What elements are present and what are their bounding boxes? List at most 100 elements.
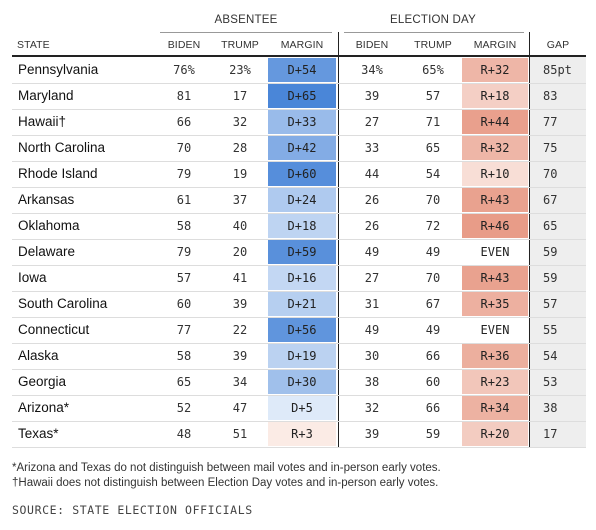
ed-trump-value: 72 — [425, 219, 441, 233]
abs-biden-value: 58 — [176, 219, 192, 233]
column-header-ed-margin: MARGIN — [473, 39, 517, 51]
gap-value: 67 — [543, 193, 558, 207]
abs-trump-value: 41 — [232, 271, 248, 285]
abs-biden-value: 66 — [176, 115, 192, 129]
abs-margin-value: R+3 — [291, 427, 313, 441]
table-row: Georgia 65 34 D+30 38 60 R+23 53 — [0, 369, 574, 395]
ed-margin-bar — [462, 110, 528, 134]
ed-biden-value: 26 — [364, 219, 380, 233]
ed-margin-value: R+44 — [480, 115, 510, 129]
table-row: Rhode Island 79 19 D+60 44 54 R+10 70 — [0, 161, 574, 187]
ed-margin-bar — [462, 292, 528, 316]
state-name: Oklahoma — [18, 218, 80, 233]
state-name: Arkansas — [18, 192, 75, 207]
abs-biden-value: 61 — [176, 193, 192, 207]
state-name: Hawaii† — [18, 114, 67, 129]
ed-trump-value: 67 — [425, 297, 441, 311]
gap-value: 70 — [543, 167, 558, 181]
gap-value: 38 — [543, 401, 558, 415]
abs-margin-bar — [268, 396, 336, 420]
ed-margin-value: EVEN — [480, 323, 510, 337]
abs-margin-bar — [268, 318, 336, 342]
column-header-abs-biden: BIDEN — [167, 39, 201, 51]
ed-margin-value: R+34 — [480, 401, 510, 415]
ed-margin-bar — [462, 214, 528, 238]
gap-value: 85pt — [543, 63, 572, 77]
abs-margin-value: D+19 — [287, 349, 317, 363]
abs-margin-bar — [268, 110, 336, 134]
abs-margin-value: D+5 — [291, 401, 313, 415]
abs-biden-value: 48 — [176, 427, 192, 441]
row-divider — [12, 369, 586, 370]
ed-margin-bar — [462, 136, 528, 160]
table-row: Pennsylvania 76% 23% D+54 34% 65% R+32 85pt — [0, 57, 574, 83]
gap-column-background — [530, 57, 586, 448]
gap-value: 59 — [543, 245, 558, 259]
ed-trump-value: 59 — [425, 427, 441, 441]
abs-biden-value: 65 — [176, 375, 192, 389]
abs-biden-value: 76% — [173, 63, 195, 77]
abs-biden-value: 58 — [176, 349, 192, 363]
ed-trump-value: 66 — [425, 401, 441, 415]
row-divider — [12, 213, 586, 214]
abs-margin-value: D+60 — [287, 167, 317, 181]
ed-margin-bar — [462, 422, 528, 446]
ed-biden-value: 39 — [364, 427, 380, 441]
row-divider — [12, 83, 586, 84]
column-header-ed-biden: BIDEN — [355, 39, 389, 51]
gap-value: 75 — [543, 141, 558, 155]
ed-trump-value: 70 — [425, 271, 441, 285]
column-header-state: STATE — [17, 39, 50, 51]
gap-value: 17 — [543, 427, 558, 441]
ed-margin-value: EVEN — [480, 245, 510, 259]
abs-biden-value: 81 — [176, 89, 192, 103]
ed-biden-value: 34% — [361, 63, 383, 77]
abs-biden-value: 52 — [176, 401, 192, 415]
ed-biden-value: 32 — [364, 401, 380, 415]
abs-margin-bar — [268, 188, 336, 212]
abs-trump-value: 51 — [232, 427, 248, 441]
column-header-abs-trump: TRUMP — [221, 39, 259, 51]
row-divider — [12, 291, 586, 292]
abs-margin-bar — [268, 240, 336, 264]
table-row: Hawaii† 66 32 D+33 27 71 R+44 77 — [0, 109, 574, 135]
state-name: South Carolina — [18, 296, 108, 311]
abs-margin-value: D+59 — [287, 245, 317, 259]
abs-margin-value: D+21 — [287, 297, 317, 311]
footnote-arizona-texas: *Arizona and Texas do not distinguish be… — [12, 462, 441, 474]
ed-trump-value: 60 — [425, 375, 441, 389]
row-divider — [12, 161, 586, 162]
ed-margin-bar — [462, 162, 528, 186]
ed-margin-bar — [462, 188, 528, 212]
ed-biden-value: 33 — [364, 141, 380, 155]
state-name: Delaware — [18, 244, 76, 259]
ed-biden-value: 38 — [364, 375, 380, 389]
abs-biden-value: 79 — [176, 245, 192, 259]
state-name: Iowa — [18, 270, 47, 285]
group-header-election-day: ELECTION DAY — [390, 14, 476, 26]
ed-biden-value: 49 — [364, 245, 380, 259]
row-divider — [12, 317, 586, 318]
abs-biden-value: 57 — [176, 271, 192, 285]
table-row: Connecticut 77 22 D+56 49 49 EVEN 55 — [0, 317, 574, 343]
row-divider — [12, 395, 586, 396]
abs-margin-bar — [268, 162, 336, 186]
row-divider — [12, 135, 586, 136]
abs-margin-value: D+30 — [287, 375, 317, 389]
state-name: Maryland — [18, 88, 74, 103]
abs-margin-value: D+65 — [287, 89, 317, 103]
state-name: Texas* — [18, 426, 59, 441]
abs-trump-value: 47 — [232, 401, 248, 415]
ed-trump-value: 71 — [425, 115, 441, 129]
ed-trump-value: 66 — [425, 349, 441, 363]
separator-gap — [529, 32, 530, 448]
abs-trump-value: 23% — [229, 63, 251, 77]
abs-margin-bar — [268, 266, 336, 290]
row-divider — [12, 239, 586, 240]
gap-value: 57 — [543, 297, 558, 311]
ed-trump-value: 54 — [425, 167, 441, 181]
abs-margin-value: D+56 — [287, 323, 317, 337]
group-underline-election-day — [344, 32, 524, 33]
ed-margin-value: R+46 — [480, 219, 510, 233]
ed-margin-value: R+23 — [480, 375, 510, 389]
